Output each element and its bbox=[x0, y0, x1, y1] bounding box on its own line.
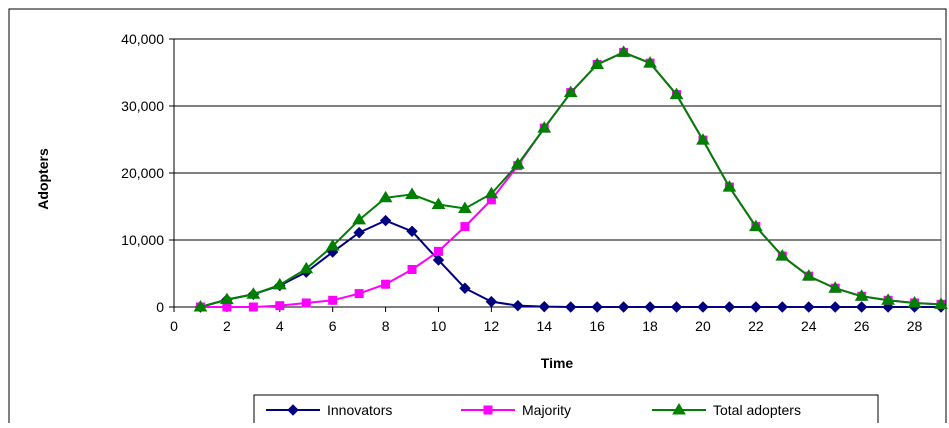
x-tick-label: 0 bbox=[170, 318, 178, 334]
data-point bbox=[248, 302, 258, 312]
data-point bbox=[881, 293, 895, 305]
x-tick-label: 10 bbox=[431, 318, 447, 334]
data-point bbox=[510, 157, 525, 169]
x-tick-label: 28 bbox=[907, 318, 923, 334]
data-point bbox=[803, 301, 815, 313]
data-point bbox=[458, 201, 472, 214]
data-point bbox=[432, 254, 445, 266]
data-point bbox=[246, 287, 261, 299]
chart-border bbox=[8, 8, 947, 428]
data-point bbox=[352, 212, 367, 225]
x-tick-label: 20 bbox=[695, 318, 711, 334]
x-axis-title: Time bbox=[541, 355, 574, 371]
data-point bbox=[617, 301, 630, 313]
legend-label: Majority bbox=[522, 402, 571, 418]
x-tick-label: 8 bbox=[382, 318, 390, 334]
data-point bbox=[301, 298, 311, 308]
x-tick-label: 4 bbox=[276, 318, 284, 334]
data-point bbox=[801, 269, 816, 281]
data-point bbox=[353, 226, 365, 239]
data-point bbox=[696, 133, 710, 145]
data-point bbox=[537, 121, 552, 133]
data-point bbox=[378, 190, 393, 203]
data-point bbox=[538, 300, 550, 313]
data-point bbox=[512, 299, 524, 312]
y-tick-label: 10,000 bbox=[121, 232, 164, 248]
legend-marker bbox=[287, 404, 299, 416]
x-tick-label: 24 bbox=[801, 318, 817, 334]
data-point bbox=[855, 301, 868, 313]
legend: Innovators Majority Total adopters bbox=[253, 394, 879, 428]
data-point bbox=[275, 301, 285, 311]
data-point bbox=[406, 225, 418, 237]
data-point bbox=[565, 301, 577, 313]
data-point bbox=[484, 186, 499, 199]
data-point bbox=[563, 85, 578, 98]
data-point bbox=[354, 289, 364, 299]
legend-label: Innovators bbox=[327, 402, 392, 418]
y-tick-label: 40,000 bbox=[121, 31, 164, 47]
series-total-adopters bbox=[193, 45, 948, 312]
x-tick-label: 16 bbox=[589, 318, 605, 334]
y-tick-label: 20,000 bbox=[121, 165, 164, 181]
data-point bbox=[697, 301, 709, 313]
data-point bbox=[722, 180, 737, 192]
data-point bbox=[272, 277, 287, 290]
x-tick-label: 18 bbox=[642, 318, 658, 334]
data-point bbox=[328, 295, 338, 305]
x-tick-label: 12 bbox=[484, 318, 500, 334]
data-point bbox=[485, 295, 498, 308]
data-point bbox=[907, 296, 922, 308]
y-tick-label: 30,000 bbox=[121, 98, 164, 114]
y-tick-label: 0 bbox=[156, 299, 164, 315]
data-point bbox=[750, 301, 762, 313]
data-point bbox=[644, 301, 656, 313]
data-point bbox=[748, 219, 763, 232]
data-point bbox=[459, 282, 471, 294]
data-point bbox=[431, 197, 446, 209]
x-tick-label: 14 bbox=[536, 318, 552, 334]
x-tick-label: 22 bbox=[748, 318, 764, 334]
x-tick-label: 6 bbox=[329, 318, 337, 334]
data-point bbox=[222, 302, 232, 312]
data-point bbox=[193, 300, 208, 312]
data-point bbox=[325, 239, 340, 251]
data-point bbox=[776, 301, 789, 313]
series-layer bbox=[193, 45, 948, 313]
data-point bbox=[854, 289, 869, 301]
data-point bbox=[829, 301, 841, 313]
data-point bbox=[381, 279, 391, 289]
y-axis-title: Adopters bbox=[35, 148, 51, 210]
data-point bbox=[643, 56, 657, 68]
legend-label: Total adopters bbox=[713, 402, 801, 418]
data-point bbox=[460, 222, 470, 232]
data-point bbox=[407, 264, 417, 274]
data-point bbox=[590, 57, 605, 69]
legend-marker bbox=[483, 405, 493, 415]
data-point bbox=[775, 249, 790, 261]
x-tick-label: 2 bbox=[223, 318, 231, 334]
data-point bbox=[299, 261, 314, 274]
data-point bbox=[828, 281, 843, 293]
data-point bbox=[723, 301, 736, 313]
data-point bbox=[670, 301, 683, 313]
data-point bbox=[934, 297, 948, 309]
data-point bbox=[379, 214, 392, 227]
x-tick-label: 26 bbox=[854, 318, 870, 334]
data-point bbox=[591, 301, 603, 313]
legend-marker bbox=[672, 403, 686, 415]
data-point bbox=[433, 246, 443, 256]
data-point bbox=[405, 187, 419, 199]
data-point bbox=[669, 87, 684, 100]
data-point bbox=[220, 292, 234, 305]
data-point bbox=[616, 45, 631, 57]
